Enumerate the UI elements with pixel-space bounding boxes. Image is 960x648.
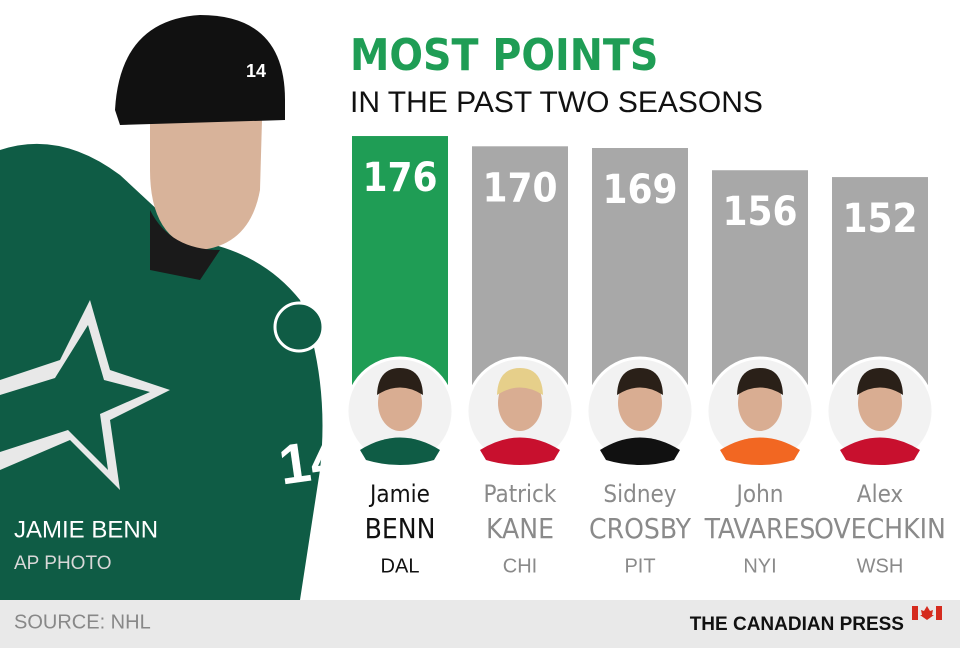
player-headshot (825, 356, 935, 466)
last-name: OVECHKIN (814, 512, 946, 545)
headshot-hair (497, 368, 543, 395)
player-headshot (465, 356, 575, 466)
chart-subtitle: IN THE PAST TWO SEASONS (350, 86, 763, 119)
svg-text:14: 14 (275, 425, 345, 496)
last-name: TAVARES (704, 512, 816, 545)
last-name: KANE (486, 512, 554, 545)
chart-title: MOST POINTS (350, 30, 658, 81)
headshot-hair (617, 368, 663, 395)
player-headshot (705, 356, 815, 466)
first-name: Alex (857, 480, 904, 508)
player-photo: 14 14 (0, 0, 345, 600)
svg-text:14: 14 (246, 61, 266, 81)
first-name: Patrick (484, 480, 557, 508)
first-name: Sidney (603, 480, 676, 508)
photo-caption: JAMIE BENN (14, 516, 158, 543)
headshot-jersey (360, 437, 440, 465)
team: DAL (381, 555, 420, 577)
first-name: Jamie (368, 480, 430, 508)
headshot-hair (737, 368, 783, 395)
team: PIT (624, 555, 655, 577)
bar (352, 136, 448, 398)
last-name: BENN (365, 512, 436, 545)
last-name: CROSBY (589, 512, 692, 545)
player-headshot (345, 356, 455, 466)
first-name: John (735, 480, 784, 508)
flag-logo (912, 606, 942, 620)
headshot-jersey (720, 437, 800, 465)
value-label: 152 (842, 196, 917, 242)
photo-credit: AP PHOTO (14, 553, 112, 574)
bar (472, 146, 568, 397)
value-label: 176 (362, 155, 437, 201)
footer (0, 600, 960, 648)
bar (592, 148, 688, 397)
headshot-jersey (600, 437, 680, 465)
value-label: 169 (602, 167, 677, 213)
headshot-hair (377, 368, 423, 395)
value-label: 156 (722, 189, 797, 235)
source: SOURCE: NHL (14, 611, 151, 633)
value-label: 170 (482, 165, 557, 211)
headshot-jersey (840, 437, 920, 465)
team: CHI (503, 555, 537, 577)
team: NYI (743, 555, 776, 577)
plot: 176 Jamie BENN DAL 170 Patrick KANE CHI 169 Sidne… (345, 136, 946, 577)
team: WSH (857, 555, 904, 577)
headshot-hair (857, 368, 903, 395)
headshot-jersey (480, 437, 560, 465)
player-headshot (585, 356, 695, 466)
credit: THE CANADIAN PRESS (690, 614, 904, 635)
